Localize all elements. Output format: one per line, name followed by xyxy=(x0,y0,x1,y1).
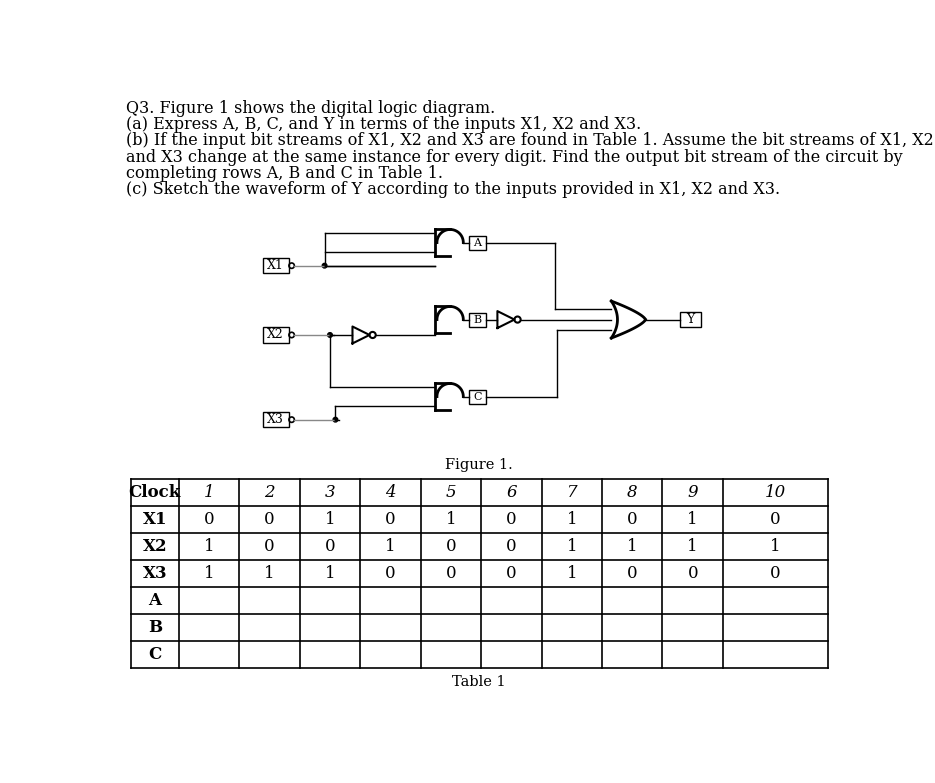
Text: X2: X2 xyxy=(267,329,284,341)
Text: 0: 0 xyxy=(385,511,396,528)
Text: A: A xyxy=(473,237,482,247)
Text: 1: 1 xyxy=(265,565,275,582)
Text: Figure 1.: Figure 1. xyxy=(445,458,512,472)
Text: X2: X2 xyxy=(142,538,167,555)
Circle shape xyxy=(333,417,338,422)
Text: Y: Y xyxy=(686,313,695,326)
Text: X3: X3 xyxy=(267,413,284,426)
Text: 0: 0 xyxy=(385,565,396,582)
Text: 0: 0 xyxy=(265,538,275,555)
Text: 1: 1 xyxy=(324,511,336,528)
Text: 1: 1 xyxy=(324,565,336,582)
Text: 2: 2 xyxy=(265,484,275,501)
FancyBboxPatch shape xyxy=(263,258,289,273)
Text: 0: 0 xyxy=(770,511,781,528)
Text: 0: 0 xyxy=(204,511,214,528)
Circle shape xyxy=(323,263,327,268)
Text: 4: 4 xyxy=(385,484,396,501)
Text: X3: X3 xyxy=(142,565,167,582)
Text: 1: 1 xyxy=(567,565,577,582)
Text: X1: X1 xyxy=(267,259,284,272)
Text: 1: 1 xyxy=(627,538,638,555)
Text: 8: 8 xyxy=(627,484,638,501)
Text: 0: 0 xyxy=(506,565,517,582)
Text: 0: 0 xyxy=(687,565,698,582)
Text: 1: 1 xyxy=(385,538,396,555)
Text: 1: 1 xyxy=(567,538,577,555)
Text: C: C xyxy=(473,392,482,402)
Text: 7: 7 xyxy=(567,484,577,501)
FancyBboxPatch shape xyxy=(263,412,289,428)
Text: 3: 3 xyxy=(324,484,336,501)
Text: 0: 0 xyxy=(265,511,275,528)
Circle shape xyxy=(327,333,332,337)
Text: A: A xyxy=(149,592,162,608)
Text: 5: 5 xyxy=(446,484,456,501)
Text: Clock: Clock xyxy=(129,484,181,501)
FancyBboxPatch shape xyxy=(680,312,701,327)
Text: (a) Express A, B, C, and Y in terms of the inputs X1, X2 and X3.: (a) Express A, B, C, and Y in terms of t… xyxy=(126,117,641,133)
Text: Q3. Figure 1 shows the digital logic diagram.: Q3. Figure 1 shows the digital logic dia… xyxy=(126,100,496,117)
Text: 0: 0 xyxy=(770,565,781,582)
Text: B: B xyxy=(148,619,162,636)
Text: X1: X1 xyxy=(143,511,167,528)
Text: 9: 9 xyxy=(687,484,698,501)
Text: 0: 0 xyxy=(627,511,638,528)
Text: 1: 1 xyxy=(204,565,214,582)
Text: 1: 1 xyxy=(770,538,781,555)
Text: 1: 1 xyxy=(687,511,698,528)
Text: 1: 1 xyxy=(204,538,214,555)
Text: (b) If the input bit streams of X1, X2 and X3 are found in Table 1. Assume the b: (b) If the input bit streams of X1, X2 a… xyxy=(126,132,934,150)
Text: 1: 1 xyxy=(567,511,577,528)
FancyBboxPatch shape xyxy=(263,327,289,343)
FancyBboxPatch shape xyxy=(468,236,486,250)
Text: (c) Sketch the waveform of Y according to the inputs provided in X1, X2 and X3.: (c) Sketch the waveform of Y according t… xyxy=(126,181,781,198)
Text: B: B xyxy=(473,315,482,325)
Text: 0: 0 xyxy=(446,538,456,555)
Text: 0: 0 xyxy=(506,511,517,528)
Text: 1: 1 xyxy=(687,538,698,555)
Text: 1: 1 xyxy=(446,511,456,528)
Text: 1: 1 xyxy=(204,484,214,501)
Text: completing rows A, B and C in Table 1.: completing rows A, B and C in Table 1. xyxy=(126,164,443,182)
Text: and X3 change at the same instance for every digit. Find the output bit stream o: and X3 change at the same instance for e… xyxy=(126,149,903,166)
Text: 10: 10 xyxy=(765,484,786,501)
FancyBboxPatch shape xyxy=(468,390,486,403)
FancyBboxPatch shape xyxy=(468,312,486,327)
Text: 6: 6 xyxy=(506,484,517,501)
Text: 0: 0 xyxy=(627,565,638,582)
Text: 0: 0 xyxy=(446,565,456,582)
Text: 0: 0 xyxy=(324,538,336,555)
Text: C: C xyxy=(149,646,162,662)
Text: Table 1: Table 1 xyxy=(452,675,506,689)
Text: 0: 0 xyxy=(506,538,517,555)
